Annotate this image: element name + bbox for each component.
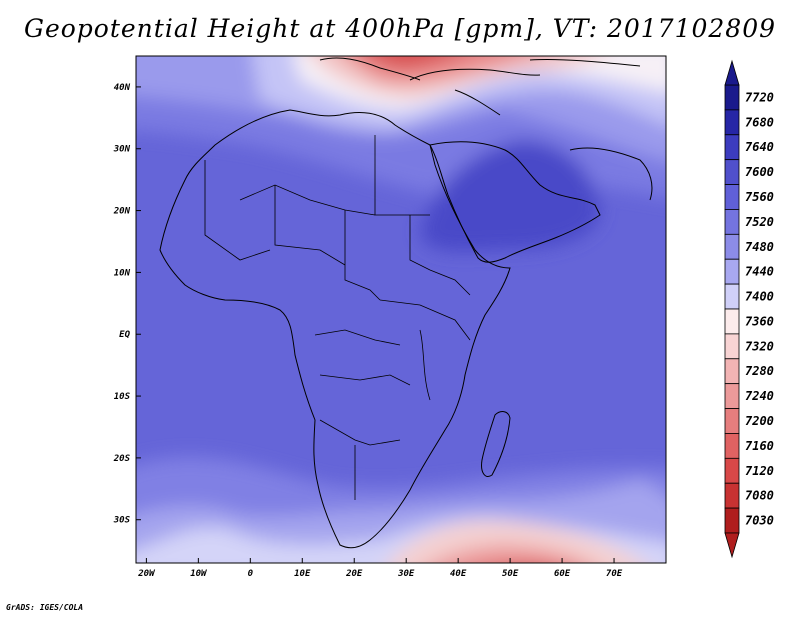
colorbar-label: 7280	[745, 364, 774, 378]
lon-tick-label: 30E	[397, 569, 415, 579]
colorbar-label: 7720	[745, 90, 774, 104]
colorbar-label: 7680	[745, 115, 774, 129]
map-title: Geopotential Height at 400hPa [gpm], VT:…	[23, 14, 777, 43]
colorbar-swatch	[724, 209, 740, 235]
colorbar-bottom-arrow	[724, 532, 740, 559]
height-field	[136, 56, 666, 563]
grads-credit: GrADS: IGES/COLA	[6, 603, 84, 612]
lon-tick-label: 50E	[502, 569, 519, 579]
lon-tick-label: 0	[248, 569, 254, 579]
lon-tick-label: 20W	[137, 569, 156, 579]
lon-tick-label: 60E	[554, 569, 571, 579]
colorbar-label: 7640	[745, 140, 774, 154]
colorbar-swatch	[724, 109, 740, 136]
colorbar-label: 7160	[745, 439, 774, 453]
lat-tick-label: 40N	[114, 83, 131, 93]
latitude-axis: 40N 30N 20N 10N EQ 10S 20S 30S	[113, 83, 141, 526]
colorbar-top-arrow	[724, 59, 740, 86]
lon-tick-label: 20E	[345, 569, 363, 579]
colorbar-swatch	[724, 258, 740, 285]
colorbar-swatch	[724, 507, 740, 534]
colorbar-swatch	[724, 358, 740, 385]
lat-tick-label: 20N	[113, 207, 131, 217]
colorbar-swatch	[724, 283, 740, 310]
lon-tick-label: 70E	[606, 569, 623, 579]
lon-tick-label: 10E	[294, 569, 311, 579]
colorbar-label: 7360	[745, 314, 774, 328]
colorbar: 7720 7680 7640 7600 7560 7520 7480 7440 7400 7360…	[724, 59, 774, 559]
colorbar-swatch	[724, 308, 740, 335]
coastlines	[159, 57, 653, 549]
colorbar-swatch	[724, 84, 740, 111]
colorbar-label: 7400	[745, 290, 774, 304]
colorbar-label: 7080	[745, 489, 774, 503]
lat-tick-label: 30N	[113, 145, 131, 155]
lat-tick-label: 10N	[114, 268, 131, 278]
colorbar-label: 7480	[745, 240, 774, 254]
colorbar-label: 7520	[745, 215, 774, 229]
colorbar-label: 7240	[745, 389, 774, 403]
colorbar-swatch	[724, 383, 740, 409]
colorbar-swatch	[724, 408, 740, 434]
colorbar-label: 7030	[745, 514, 774, 528]
country-borders	[204, 135, 471, 500]
colorbar-swatch	[724, 457, 740, 484]
colorbar-swatch	[724, 184, 740, 210]
colorbar-label: 7120	[745, 464, 774, 478]
colorbar-swatch	[724, 482, 740, 509]
lon-tick-label: 10W	[190, 569, 208, 579]
colorbar-label: 7600	[745, 165, 774, 179]
colorbar-swatch	[724, 233, 740, 260]
lon-tick-label: 40E	[450, 569, 467, 579]
colorbar-swatch	[724, 433, 740, 459]
colorbar-swatch	[724, 159, 740, 185]
colorbar-label: 7200	[745, 414, 774, 428]
lat-tick-label: 10S	[114, 392, 131, 402]
longitude-axis: 20W 10W 0 10E 20E 30E 40E 50E 60E 70E	[137, 558, 623, 579]
colorbar-label: 7320	[745, 339, 774, 353]
colorbar-label: 7440	[745, 265, 774, 279]
plot-frame	[135, 55, 667, 564]
lat-tick-label: 20S	[113, 454, 131, 464]
colorbar-label: 7560	[745, 190, 774, 204]
lat-tick-label: EQ	[119, 330, 130, 340]
colorbar-swatch	[724, 333, 740, 360]
lat-tick-label: 30S	[113, 516, 131, 526]
colorbar-swatch	[724, 134, 740, 161]
